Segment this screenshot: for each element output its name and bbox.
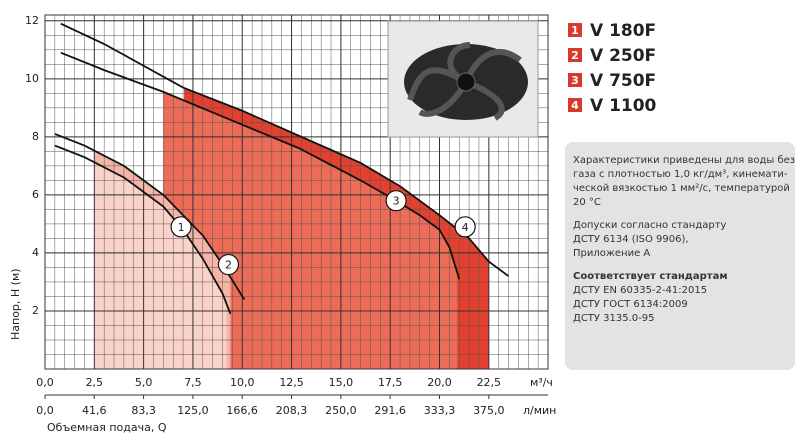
curve <box>60 22 510 277</box>
x2-tick-label: 83,3 <box>131 404 156 417</box>
curve-marker <box>217 253 240 276</box>
x2-tick-label: 375,0 <box>473 404 505 417</box>
info-text: Допуски согласно стандарту <box>573 220 727 231</box>
x2-tick-label: 0,0 <box>36 404 54 417</box>
x-tick-label: 10,0 <box>230 376 255 389</box>
info-text: ческой вязкостью 1 мм²/с, температурой <box>573 183 790 194</box>
info-text: 20 °C <box>573 197 601 208</box>
curve-marker <box>170 216 192 238</box>
x-tick-label: 12,5 <box>279 376 304 389</box>
legend-number: 3 <box>571 74 579 87</box>
x2-tick-label: 250,0 <box>325 404 357 417</box>
x2-tick-label: 291,6 <box>374 404 406 417</box>
curve <box>60 51 461 280</box>
legend-swatch <box>568 23 582 37</box>
legend-number: 4 <box>571 99 579 112</box>
x2-tick-label: 333,3 <box>424 404 456 417</box>
curve-label: 2 <box>225 259 232 272</box>
legend-swatch <box>568 48 582 62</box>
legend-number: 1 <box>571 24 579 37</box>
info-text: Приложение А <box>573 248 650 259</box>
impeller-photo <box>387 20 539 138</box>
x-unit: м³/ч <box>530 376 553 389</box>
x-axis-title: Объемная подача, Q <box>47 421 167 434</box>
legend-number: 2 <box>571 49 579 62</box>
legend-swatch <box>568 98 582 112</box>
standard: ДСТУ ГОСТ 6134:2009 <box>573 299 688 310</box>
x-tick-label: 0,0 <box>36 376 54 389</box>
curve-label: 4 <box>462 221 469 234</box>
y-tick-label: 6 <box>32 188 39 201</box>
curve-marker <box>454 216 476 238</box>
x-tick-label: 15,0 <box>329 376 354 389</box>
operating-region <box>163 91 458 370</box>
y-axis-title: Напор, H (м) <box>9 268 22 340</box>
x-tick-label: 22,5 <box>477 376 502 389</box>
y-tick-label: 10 <box>25 72 39 85</box>
curve-label: 3 <box>393 195 400 208</box>
x-tick-label: 7,5 <box>184 376 202 389</box>
standards-title: Соответствует стандартам <box>573 271 728 282</box>
curve-marker <box>385 190 407 212</box>
legend-label: V 1100 <box>590 96 657 116</box>
standard: ДСТУ EN 60335-2-41:2015 <box>573 285 707 296</box>
info-text: газа с плотностью 1,0 кг/дм³, кинемати- <box>573 169 788 180</box>
x-tick-label: 17,5 <box>378 376 403 389</box>
x2-tick-label: 41,6 <box>82 404 107 417</box>
x-tick-label: 20,0 <box>427 376 452 389</box>
y-tick-label: 12 <box>25 14 39 27</box>
info-text: Характеристики приведены для воды без <box>573 155 795 166</box>
x2-unit: л/мин <box>523 404 556 417</box>
x-tick-label: 5,0 <box>135 376 153 389</box>
legend-swatch <box>568 73 582 87</box>
legend-label: V 250F <box>590 46 656 66</box>
info-box <box>565 142 795 370</box>
x2-tick-label: 166,6 <box>226 404 258 417</box>
x2-tick-label: 125,0 <box>177 404 209 417</box>
legend-label: V 750F <box>590 71 656 91</box>
x-tick-label: 2,5 <box>86 376 104 389</box>
info-text: ДСТУ 6134 (ISO 9906), <box>573 234 689 245</box>
x2-tick-label: 208,3 <box>276 404 308 417</box>
y-tick-label: 4 <box>32 246 39 259</box>
standard: ДСТУ 3135.0-95 <box>573 313 655 324</box>
curve <box>54 144 232 315</box>
legend-label: V 180F <box>590 21 656 41</box>
curve-label: 1 <box>178 221 185 234</box>
y-tick-label: 8 <box>32 130 39 143</box>
y-tick-label: 2 <box>32 304 39 317</box>
